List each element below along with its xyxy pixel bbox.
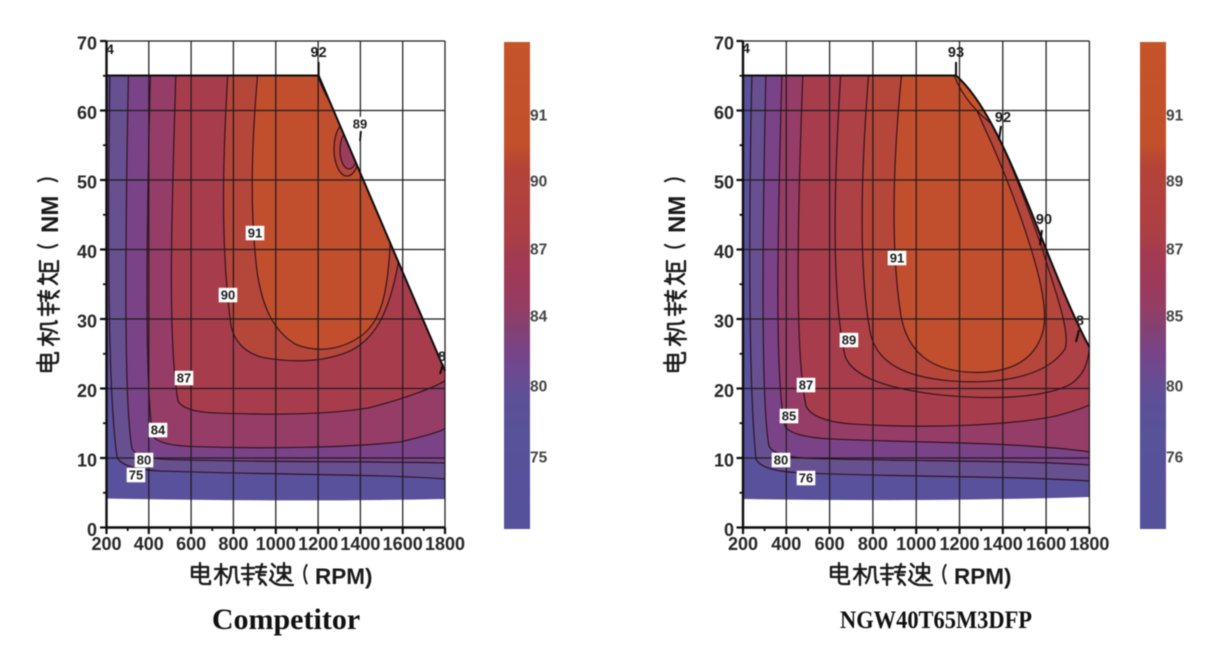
svg-text:76: 76 xyxy=(799,471,813,486)
svg-text:200: 200 xyxy=(728,534,758,554)
svg-text:87: 87 xyxy=(177,371,191,386)
svg-text:1400: 1400 xyxy=(340,534,380,554)
svg-text:1000: 1000 xyxy=(256,534,296,554)
svg-text:30: 30 xyxy=(77,312,97,332)
svg-text:87: 87 xyxy=(799,378,813,393)
svg-text:4: 4 xyxy=(106,41,114,57)
svg-text:80: 80 xyxy=(530,379,547,396)
svg-text:800: 800 xyxy=(218,534,248,554)
svg-text:400: 400 xyxy=(134,534,164,554)
svg-text:60: 60 xyxy=(714,103,734,123)
svg-text:8: 8 xyxy=(438,348,446,364)
svg-text:87: 87 xyxy=(1166,242,1183,259)
svg-text:84: 84 xyxy=(530,309,548,326)
svg-text:89: 89 xyxy=(1166,174,1184,191)
svg-text:1200: 1200 xyxy=(298,534,338,554)
svg-text:RPM): RPM) xyxy=(954,564,1012,589)
svg-text:40: 40 xyxy=(714,242,734,262)
svg-text:92: 92 xyxy=(311,45,327,61)
svg-text:400: 400 xyxy=(771,534,801,554)
svg-text:89: 89 xyxy=(842,333,856,348)
svg-text:1800: 1800 xyxy=(1069,534,1109,554)
svg-text:600: 600 xyxy=(815,534,845,554)
svg-text:1000: 1000 xyxy=(896,534,936,554)
svg-text:75: 75 xyxy=(129,468,143,483)
svg-text:600: 600 xyxy=(176,534,206,554)
svg-text:200: 200 xyxy=(91,534,121,554)
svg-text:75: 75 xyxy=(530,450,548,467)
svg-text:80: 80 xyxy=(774,453,788,468)
svg-text:91: 91 xyxy=(248,226,262,241)
svg-text:NGW40T65M3DFP: NGW40T65M3DFP xyxy=(840,607,1032,634)
svg-text:84: 84 xyxy=(151,423,166,438)
svg-text:91: 91 xyxy=(1166,108,1184,125)
svg-text:89: 89 xyxy=(353,117,367,132)
svg-text:40: 40 xyxy=(77,242,97,262)
svg-text:91: 91 xyxy=(890,251,904,266)
svg-text:70: 70 xyxy=(77,34,97,54)
svg-text:60: 60 xyxy=(77,103,97,123)
svg-text:85: 85 xyxy=(1166,309,1184,326)
svg-text:92: 92 xyxy=(995,110,1011,126)
svg-text:4: 4 xyxy=(742,40,750,56)
svg-text:1400: 1400 xyxy=(983,534,1023,554)
svg-text:1600: 1600 xyxy=(383,534,423,554)
svg-text:80: 80 xyxy=(1166,379,1183,396)
svg-text:50: 50 xyxy=(714,173,734,193)
svg-text:30: 30 xyxy=(714,312,734,332)
svg-text:0: 0 xyxy=(724,520,734,540)
svg-text:50: 50 xyxy=(77,173,97,193)
svg-text:20: 20 xyxy=(77,381,97,401)
svg-text:90: 90 xyxy=(530,174,547,191)
svg-text:NM: NM xyxy=(664,196,691,233)
svg-text:91: 91 xyxy=(530,108,548,125)
svg-text:1600: 1600 xyxy=(1026,534,1066,554)
svg-text:93: 93 xyxy=(948,45,964,61)
svg-text:90: 90 xyxy=(1036,212,1052,228)
svg-text:Competitor: Competitor xyxy=(212,603,360,636)
svg-text:80: 80 xyxy=(137,453,151,468)
svg-text:NM: NM xyxy=(37,196,64,233)
svg-text:10: 10 xyxy=(714,451,734,471)
svg-text:1200: 1200 xyxy=(939,534,979,554)
svg-text:85: 85 xyxy=(782,409,796,424)
svg-text:8: 8 xyxy=(1076,312,1084,328)
svg-text:0: 0 xyxy=(87,520,97,540)
svg-text:20: 20 xyxy=(714,381,734,401)
svg-text:90: 90 xyxy=(221,288,235,303)
svg-text:1800: 1800 xyxy=(425,534,465,554)
svg-text:70: 70 xyxy=(714,34,734,54)
svg-text:87: 87 xyxy=(530,242,547,259)
svg-text:76: 76 xyxy=(1166,450,1184,467)
svg-text:800: 800 xyxy=(858,534,888,554)
svg-text:10: 10 xyxy=(77,451,97,471)
svg-text:RPM): RPM) xyxy=(315,564,373,589)
